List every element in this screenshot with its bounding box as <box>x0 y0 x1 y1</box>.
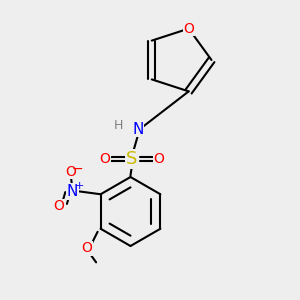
Text: O: O <box>82 241 93 255</box>
Text: O: O <box>100 152 110 166</box>
Text: −: − <box>71 162 83 176</box>
Text: O: O <box>183 22 194 36</box>
Text: O: O <box>154 152 164 166</box>
Text: N: N <box>66 184 78 199</box>
Text: N: N <box>132 122 144 136</box>
Text: O: O <box>53 199 64 213</box>
Text: O: O <box>65 165 76 179</box>
Text: H: H <box>114 118 123 132</box>
Text: S: S <box>126 150 138 168</box>
Text: +: + <box>75 181 84 191</box>
